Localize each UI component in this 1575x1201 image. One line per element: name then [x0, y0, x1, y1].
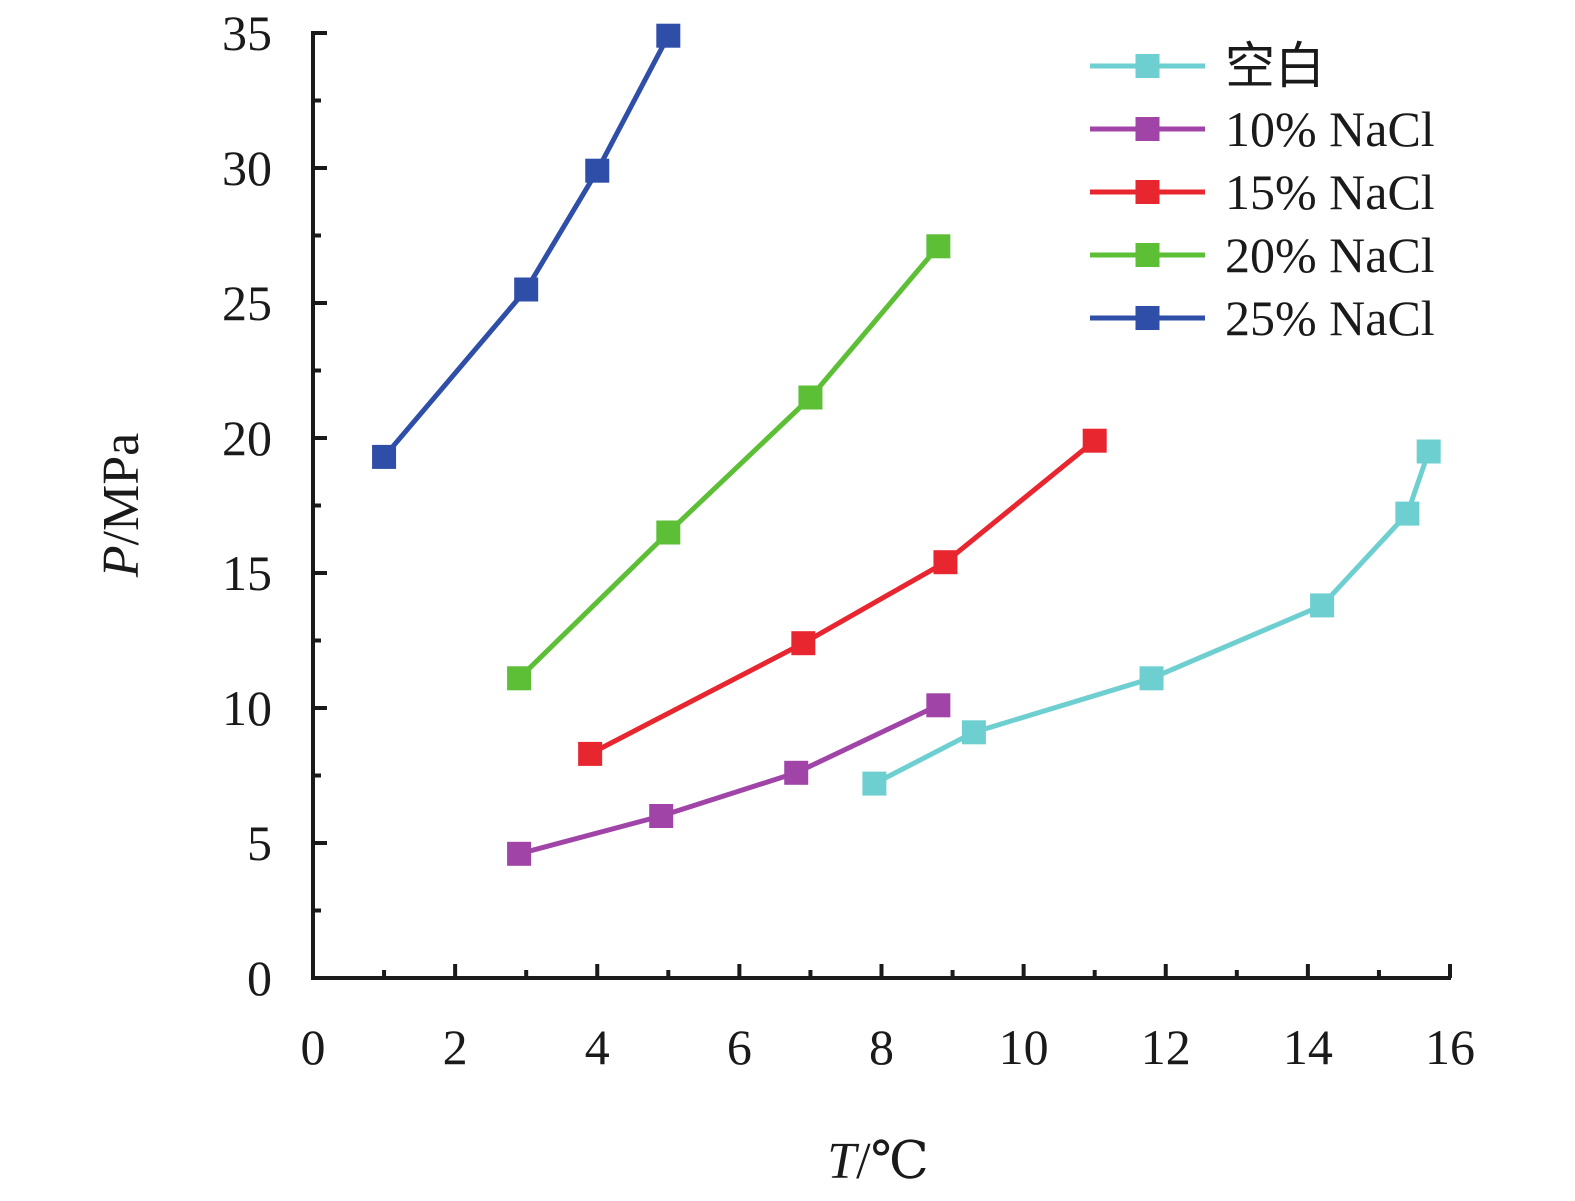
data-point — [933, 550, 958, 575]
x-tick-label: 10 — [999, 1019, 1049, 1075]
data-point — [507, 841, 532, 866]
data-point — [784, 760, 809, 785]
data-point — [926, 693, 951, 718]
y-axis-unit: /MPa — [93, 433, 150, 546]
x-tick-label: 4 — [585, 1019, 610, 1075]
y-tick-label: 25 — [222, 275, 272, 331]
data-point — [514, 277, 539, 302]
data-point — [1139, 666, 1164, 691]
y-tick-label: 0 — [247, 950, 272, 1006]
data-point — [1082, 428, 1107, 453]
data-point — [372, 444, 397, 469]
series-1 — [507, 693, 951, 866]
y-axis-var: P — [93, 545, 150, 578]
y-tick-label: 20 — [222, 410, 272, 466]
legend-label: 20% NaCl — [1225, 227, 1435, 283]
legend-label: 10% NaCl — [1225, 101, 1435, 157]
data-point — [1416, 439, 1441, 464]
data-point — [649, 804, 674, 828]
y-tick-label: 15 — [222, 545, 272, 601]
x-axis-var: T — [827, 1133, 859, 1190]
x-tick-label: 12 — [1141, 1019, 1191, 1075]
series-line — [588, 438, 1097, 757]
data-point — [791, 631, 816, 656]
series-0 — [862, 439, 1441, 796]
data-point — [1395, 501, 1420, 526]
series-line — [518, 703, 940, 857]
legend-marker — [1135, 243, 1160, 267]
series-3 — [507, 234, 951, 691]
series-line — [873, 450, 1432, 786]
legend-item: 15% NaCl — [1090, 164, 1435, 220]
x-tick-label: 8 — [869, 1019, 894, 1075]
data-point — [507, 666, 532, 691]
legend-label: 15% NaCl — [1225, 164, 1435, 220]
series-layer — [372, 23, 1441, 866]
data-point — [1310, 593, 1335, 618]
x-tick-label: 2 — [443, 1019, 468, 1075]
y-tick-label: 30 — [222, 140, 272, 196]
x-tick-label: 6 — [727, 1019, 752, 1075]
tick-labels: 0 5 10 15 20 25 30 35 0 2 4 6 8 10 12 14 16 — [222, 5, 1475, 1075]
series-line — [517, 244, 941, 681]
legend-item: 25% NaCl — [1090, 290, 1435, 346]
data-point — [656, 23, 681, 48]
data-point — [926, 234, 951, 259]
data-point — [961, 720, 986, 745]
data-point — [585, 158, 610, 183]
y-tick-label: 10 — [222, 680, 272, 736]
x-axis-unit: /℃ — [856, 1133, 929, 1190]
legend-marker — [1135, 117, 1160, 141]
data-point — [862, 771, 887, 796]
legend-marker — [1135, 180, 1160, 204]
series-2 — [578, 428, 1107, 766]
x-tick-label: 14 — [1283, 1019, 1333, 1075]
y-tick-label: 35 — [222, 5, 272, 61]
data-point — [578, 741, 603, 766]
y-axis-title: P/MPa — [93, 433, 150, 578]
x-tick-label: 0 — [301, 1019, 326, 1075]
legend-marker — [1135, 306, 1160, 330]
x-axis-title: T/℃ — [827, 1133, 929, 1190]
legend-item: 10% NaCl — [1090, 101, 1435, 157]
axes — [311, 31, 1451, 980]
legend-item: 20% NaCl — [1090, 227, 1435, 283]
legend-label: 25% NaCl — [1225, 290, 1435, 346]
x-tick-label: 16 — [1425, 1019, 1475, 1075]
legend-item: 空白 — [1090, 38, 1325, 94]
legend-marker — [1135, 54, 1160, 78]
data-point — [656, 520, 681, 545]
y-tick-label: 5 — [247, 815, 272, 871]
legend-label: 空白 — [1225, 38, 1325, 94]
series-line — [382, 34, 671, 459]
data-point — [798, 385, 823, 410]
legend: 空白 10% NaCl 15% NaCl 20% NaCl 25% NaCl — [1090, 38, 1435, 346]
series-4 — [372, 23, 681, 469]
